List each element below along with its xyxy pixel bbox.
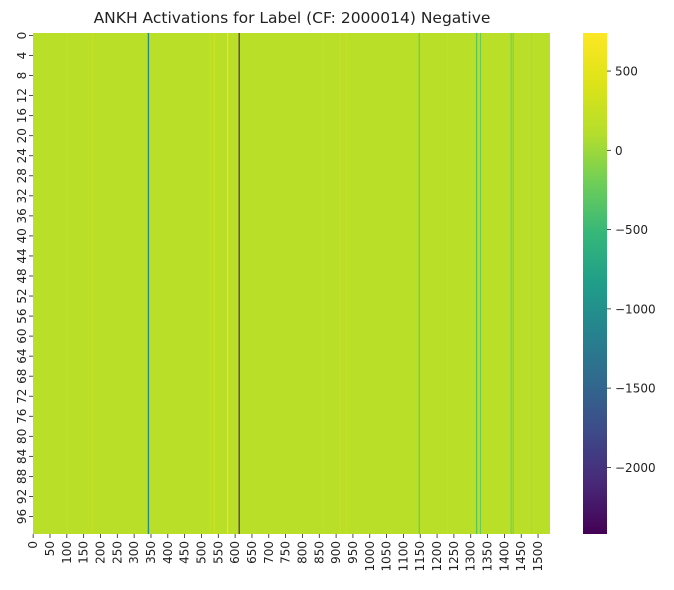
colorbar [583,33,607,534]
y-tick-label: 36 [15,208,29,223]
x-tick-label: 400 [161,541,175,564]
x-tick-label: 850 [312,541,326,564]
heatmap-stripe [476,33,478,534]
y-tick-label: 72 [15,389,29,404]
x-tick-label: 350 [144,541,158,564]
colorbar-tick-label: 500 [615,65,638,79]
x-tick-label: 1050 [380,541,394,572]
y-tick-label: 92 [15,489,29,504]
heatmap-stripe [512,33,514,534]
y-tick-label: 44 [15,248,29,263]
heatmap-stripe [148,33,150,534]
heatmap-stripe [418,33,420,534]
y-tick-label: 0 [15,32,29,40]
y-tick-label: 24 [15,148,29,163]
y-tick-label: 8 [15,72,29,80]
y-tick-label: 84 [15,449,29,464]
y-tick-label: 16 [15,108,29,123]
heatmap-stripe [209,33,211,534]
y-tick-label: 76 [15,409,29,424]
x-axis: 0 50 100 150 200 250 300 350 400 450 500 550 600 650 7… [26,534,545,572]
x-tick-label: 300 [127,541,141,564]
y-tick-label: 48 [15,268,29,283]
x-tick-label: 1500 [531,541,545,572]
y-tick-label: 96 [15,509,29,524]
heatmap-stripe [339,33,341,534]
x-tick-label: 950 [346,541,360,564]
heatmap-stripe [66,33,68,534]
x-tick-label: 50 [43,541,57,556]
heatmap-stripe [91,33,93,534]
x-tick-label: 800 [295,541,309,564]
x-tick-label: 600 [228,541,242,564]
x-tick-label: 200 [93,541,107,564]
y-tick-label: 64 [15,349,29,364]
heatmap-stripe [227,33,229,534]
heatmap-background [33,33,550,534]
y-tick-label: 4 [15,52,29,60]
heatmap-stripe [510,33,512,534]
y-tick-label: 40 [15,228,29,243]
x-tick-label: 250 [110,541,124,564]
x-tick-label: 1350 [481,541,495,572]
y-tick-label: 60 [15,328,29,343]
heatmap-stripe [213,33,215,534]
x-tick-label: 100 [60,541,74,564]
heatmap-stripe [238,33,240,534]
y-tick-label: 88 [15,469,29,484]
x-tick-label: 1200 [430,541,444,572]
colorbar-axis: 500 0 −500 −1000 −1500 −2000 [607,65,656,475]
heatmap-stripe [322,33,324,534]
heatmap-stripe [346,33,348,534]
y-tick-label: 12 [15,88,29,103]
x-tick-label: 650 [245,541,259,564]
x-tick-label: 750 [279,541,293,564]
y-tick-label: 68 [15,369,29,384]
colorbar-tick-label: −1500 [615,382,656,396]
y-tick-label: 80 [15,429,29,444]
y-axis: 0481216202428323640444852566064687276808… [15,32,33,524]
y-tick-label: 32 [15,188,29,203]
y-tick-label: 56 [15,308,29,323]
y-tick-label: 52 [15,288,29,303]
heatmap-stripes [66,33,533,534]
y-tick-label: 28 [15,168,29,183]
x-tick-label: 450 [178,541,192,564]
x-tick-label: 0 [26,541,40,549]
x-tick-label: 150 [77,541,91,564]
heatmap-stripe [531,33,533,534]
x-tick-label: 1150 [413,541,427,572]
x-tick-label: 1000 [363,541,377,572]
x-tick-label: 1250 [447,541,461,572]
x-tick-label: 1300 [464,541,478,572]
colorbar-tick-label: 0 [615,144,623,158]
colorbar-tick-label: −1000 [615,302,656,316]
heatmap-plot-area [33,33,550,534]
heatmap-stripe [447,33,449,534]
x-tick-label: 900 [329,541,343,564]
x-tick-label: 1100 [396,541,410,572]
colorbar-tick-label: −2000 [615,461,656,475]
x-tick-label: 500 [194,541,208,564]
x-tick-label: 550 [211,541,225,564]
chart-title: ANKH Activations for Label (CF: 2000014)… [94,9,491,27]
heatmap-stripe [479,33,481,534]
y-tick-label: 20 [15,128,29,143]
x-tick-label: 1400 [497,541,511,572]
x-tick-label: 1450 [514,541,528,572]
colorbar-tick-label: −500 [615,223,648,237]
x-tick-label: 700 [262,541,276,564]
